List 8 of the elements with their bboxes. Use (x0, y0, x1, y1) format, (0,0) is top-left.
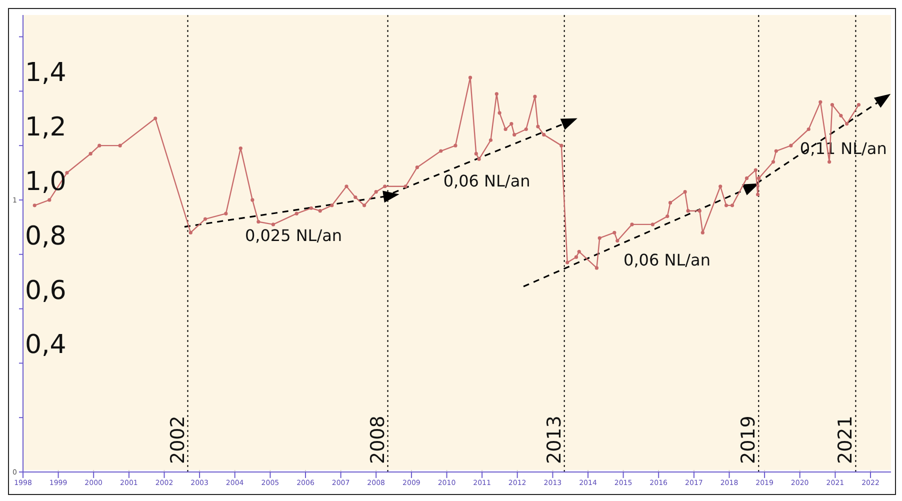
y2-tick-label: 0,8 (25, 221, 66, 252)
y2-tick-label: 0,6 (25, 276, 66, 306)
annotation: 0,06 NL/an (443, 172, 530, 191)
annotation: 0,025 NL/an (244, 226, 342, 245)
y2-tick-label: 0,4 (25, 330, 66, 360)
y2-tick-label: 1,2 (25, 112, 66, 143)
y2-tick-label: 1,4 (25, 58, 66, 88)
annotation: 0,06 NL/an (624, 250, 710, 270)
